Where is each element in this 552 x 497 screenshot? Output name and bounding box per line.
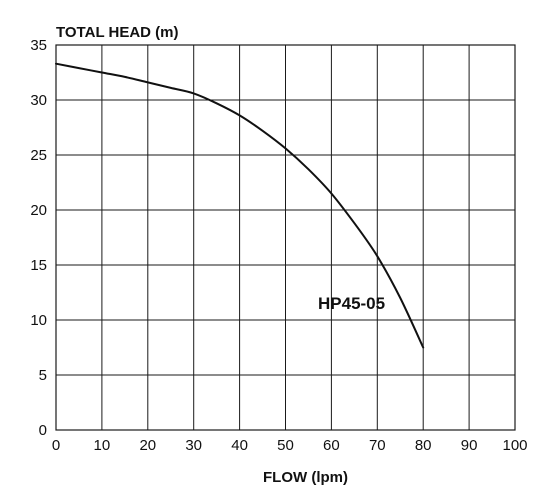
- y-tick-labels: 0 5 10 15 20 25 30 35: [30, 37, 47, 439]
- x-tick-label: 60: [323, 437, 340, 454]
- y-tick-label: 0: [39, 422, 47, 439]
- x-tick-label: 80: [415, 437, 432, 454]
- x-tick-label: 90: [461, 437, 478, 454]
- x-tick-label: 30: [185, 437, 202, 454]
- x-tick-label: 0: [52, 437, 60, 454]
- x-tick-label: 70: [369, 437, 386, 454]
- y-tick-label: 25: [30, 147, 47, 164]
- x-tick-label: 20: [139, 437, 156, 454]
- grid-lines: [55, 44, 516, 431]
- x-tick-label: 100: [502, 437, 527, 454]
- series-label-hp45-05: HP45-05: [318, 294, 385, 313]
- y-tick-label: 30: [30, 92, 47, 109]
- y-tick-label: 5: [39, 367, 47, 384]
- y-tick-label: 35: [30, 37, 47, 54]
- y-axis-title: TOTAL HEAD (m): [56, 24, 179, 41]
- x-axis-title: FLOW (lpm): [263, 469, 348, 486]
- y-tick-label: 20: [30, 202, 47, 219]
- x-tick-label: 50: [277, 437, 294, 454]
- x-tick-labels: 0 10 20 30 40 50 60 70 80 90 100: [52, 437, 528, 454]
- y-tick-label: 15: [30, 257, 47, 274]
- x-tick-label: 10: [94, 437, 111, 454]
- series-line-hp45-05: [55, 62, 425, 349]
- x-tick-label: 40: [231, 437, 248, 454]
- y-tick-label: 10: [30, 312, 47, 329]
- plot-frame: [55, 44, 516, 431]
